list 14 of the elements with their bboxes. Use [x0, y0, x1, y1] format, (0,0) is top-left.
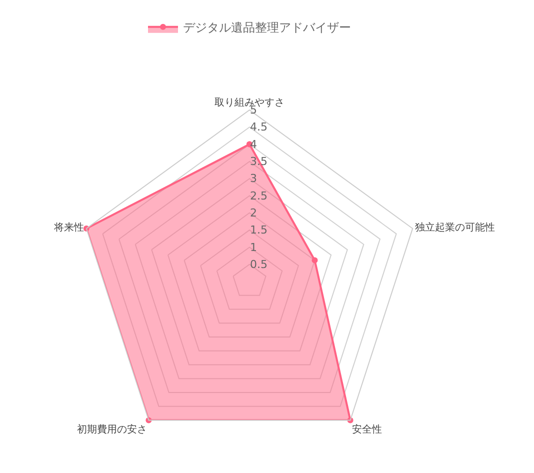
y-tick-label: 2.5: [250, 189, 268, 202]
y-tick-label: 4.5: [250, 120, 268, 134]
y-tick-label: 1.5: [250, 224, 268, 237]
legend-label: デジタル遺品整理アドバイザー: [183, 20, 351, 35]
y-tick-label: 0.5: [250, 258, 268, 271]
y-tick-label: 3.5: [250, 155, 268, 168]
spoke-label: 取り組みやすさ: [214, 98, 284, 108]
spoke-label: 安全性: [352, 423, 382, 436]
y-tick-label: 1: [250, 240, 257, 254]
spoke-label: 独立起業の可能性: [414, 221, 495, 234]
y-tick-label: 3: [250, 172, 257, 186]
y-tick-label: 2: [250, 206, 257, 220]
spoke-label: 初期費用の安さ: [77, 423, 148, 436]
spoke-label: 将来性: [53, 221, 84, 234]
